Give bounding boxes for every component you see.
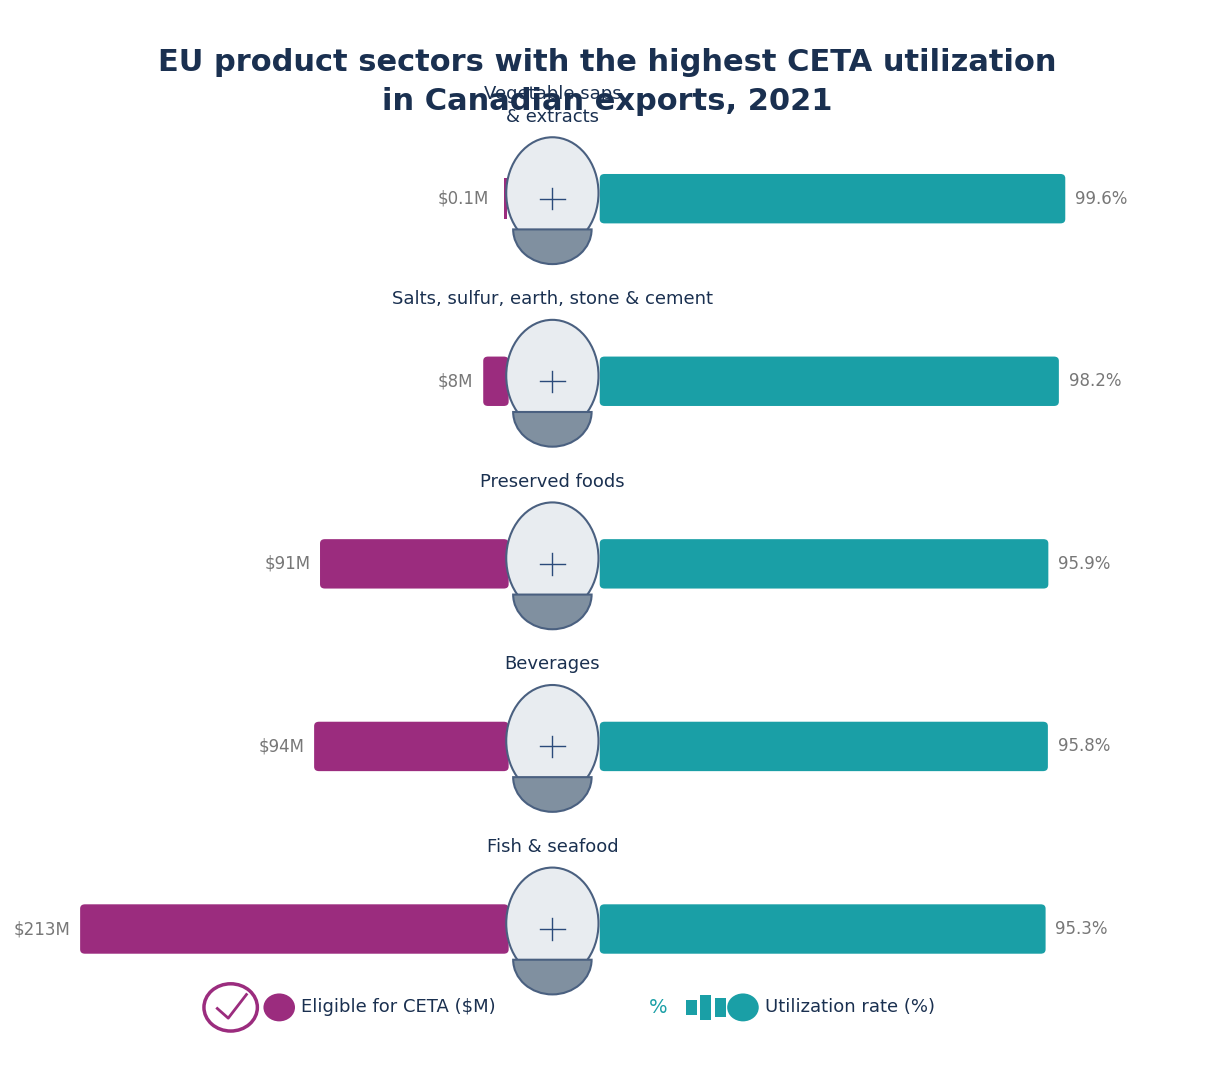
Bar xyxy=(700,995,711,1020)
Ellipse shape xyxy=(506,868,599,979)
Text: $8M: $8M xyxy=(438,373,473,390)
Bar xyxy=(686,1000,697,1015)
Text: 95.9%: 95.9% xyxy=(1059,555,1111,572)
Text: Utilization rate (%): Utilization rate (%) xyxy=(765,999,935,1016)
Text: 95.8%: 95.8% xyxy=(1057,738,1110,755)
Text: 99.6%: 99.6% xyxy=(1074,190,1128,207)
Circle shape xyxy=(263,993,295,1021)
Text: $91M: $91M xyxy=(265,555,311,572)
Wedge shape xyxy=(514,960,591,995)
Ellipse shape xyxy=(506,503,599,614)
Text: Vegetable saps
& extracts: Vegetable saps & extracts xyxy=(483,86,622,126)
Ellipse shape xyxy=(506,137,599,249)
FancyBboxPatch shape xyxy=(600,539,1049,589)
Wedge shape xyxy=(514,595,591,629)
FancyBboxPatch shape xyxy=(320,539,509,589)
Wedge shape xyxy=(514,778,591,812)
Text: 98.2%: 98.2% xyxy=(1068,373,1121,390)
Text: %: % xyxy=(648,998,668,1017)
Ellipse shape xyxy=(506,320,599,432)
Text: EU product sectors with the highest CETA utilization
in Canadian exports, 2021: EU product sectors with the highest CETA… xyxy=(158,48,1056,116)
Text: Beverages: Beverages xyxy=(505,655,600,673)
Circle shape xyxy=(727,993,759,1021)
FancyBboxPatch shape xyxy=(314,722,509,771)
Wedge shape xyxy=(514,230,591,264)
FancyBboxPatch shape xyxy=(600,357,1059,406)
FancyBboxPatch shape xyxy=(80,904,509,954)
Text: Fish & seafood: Fish & seafood xyxy=(487,838,618,856)
FancyBboxPatch shape xyxy=(600,904,1045,954)
Text: Preserved foods: Preserved foods xyxy=(480,473,625,491)
Text: $213M: $213M xyxy=(13,920,70,938)
Text: $94M: $94M xyxy=(259,738,305,755)
Ellipse shape xyxy=(506,685,599,797)
Text: Salts, sulfur, earth, stone & cement: Salts, sulfur, earth, stone & cement xyxy=(392,290,713,308)
FancyBboxPatch shape xyxy=(600,174,1065,223)
Bar xyxy=(504,178,507,219)
FancyBboxPatch shape xyxy=(483,357,509,406)
Text: Eligible for CETA ($M): Eligible for CETA ($M) xyxy=(301,999,495,1016)
Wedge shape xyxy=(514,412,591,447)
Bar xyxy=(715,998,726,1017)
FancyBboxPatch shape xyxy=(600,722,1048,771)
Text: $0.1M: $0.1M xyxy=(438,190,489,207)
Text: 95.3%: 95.3% xyxy=(1055,920,1108,938)
